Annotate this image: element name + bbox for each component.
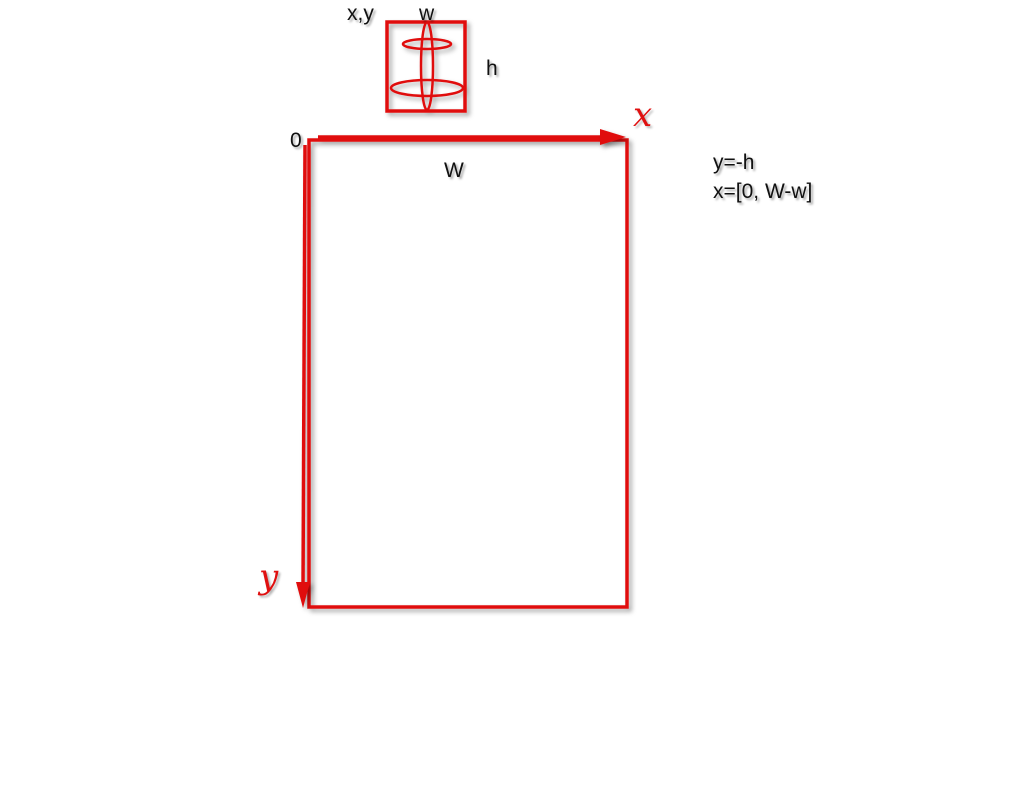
object-width-label: w [419, 2, 435, 25]
equation-y: y=-h [713, 151, 755, 174]
object-position-label: x,y [347, 2, 374, 25]
origin-label: 0 [290, 129, 302, 152]
object-rect [385, 20, 467, 113]
y-axis-label: y [259, 557, 279, 597]
x-axis-arrowhead [600, 129, 626, 145]
x-axis-label: x [633, 95, 653, 135]
object-bottom-ellipse [389, 78, 465, 98]
equation-x: x=[0, W-w] [713, 180, 813, 203]
y-axis-line [301, 144, 307, 591]
container-width-label: W [444, 159, 464, 182]
container-rect [307, 138, 629, 609]
object-vertical-ellipse [419, 20, 435, 112]
object-height-label: h [486, 57, 498, 80]
object-top-ellipse [401, 37, 453, 51]
y-axis-arrowhead [296, 582, 310, 608]
